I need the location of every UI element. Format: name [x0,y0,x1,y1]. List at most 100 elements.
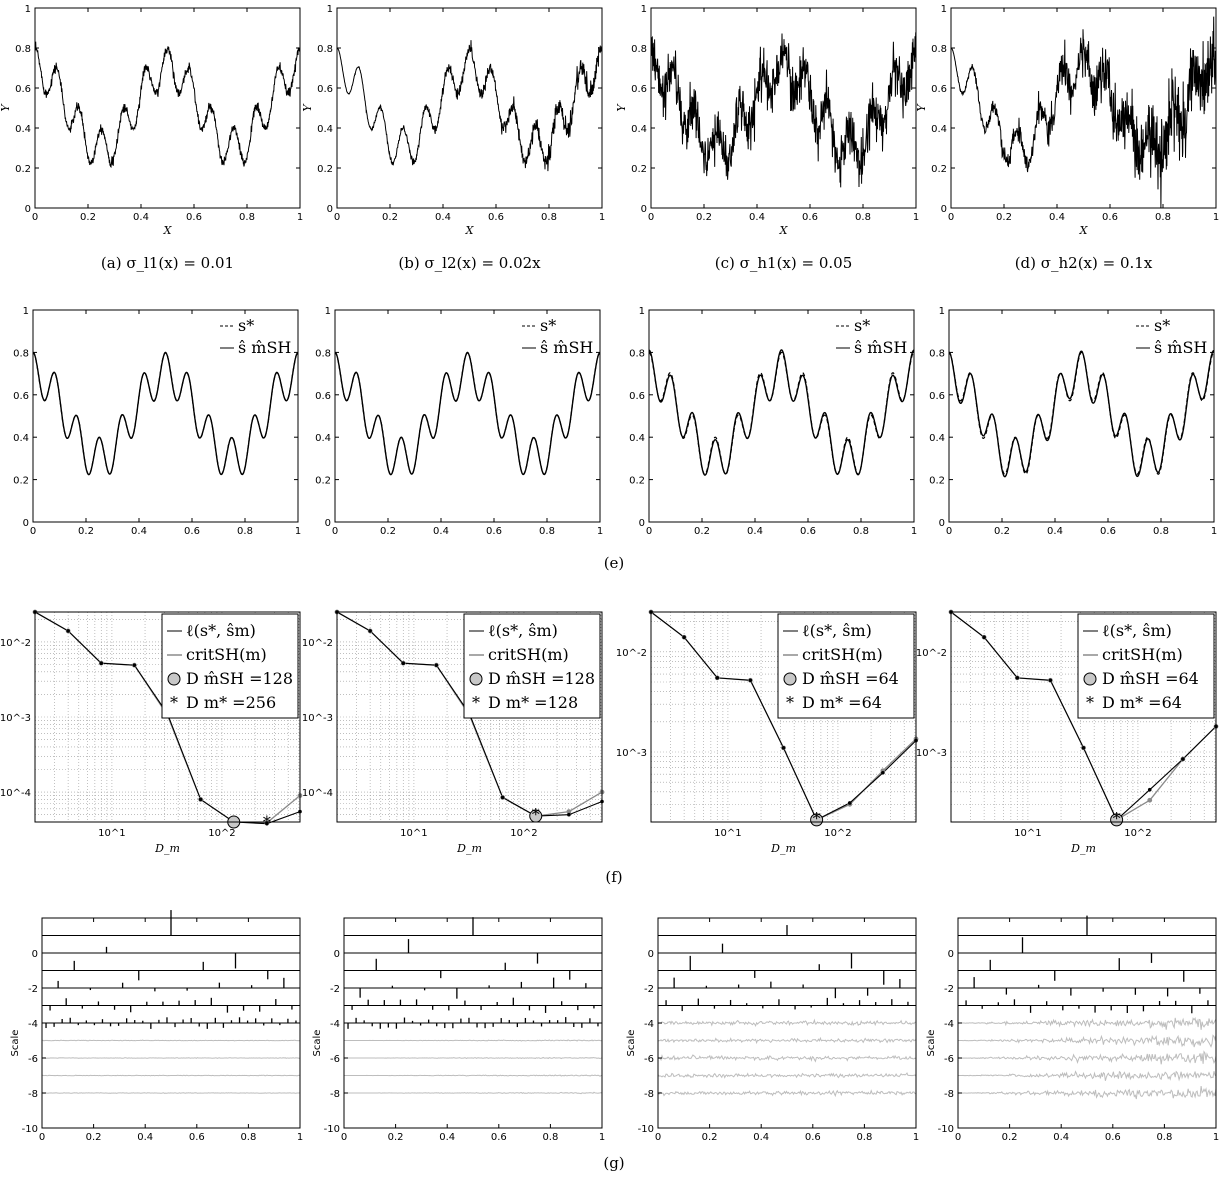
noisy-data-xtick-label: 0.8 [855,212,871,223]
y-axis-label: Y [915,103,928,112]
legend-oracle-swatch: * [472,693,480,712]
loss-point [500,795,505,800]
estimate-xtick-label: 0 [646,526,652,537]
wavelet-xtick-label: 1 [1213,1132,1219,1143]
estimate-ytick-label: 0.4 [629,433,645,444]
wavelet-xtick-label: 0.6 [1105,1132,1121,1143]
noisy-data-axes [34,7,301,209]
risk-xtick-label: 10^2 [208,828,235,839]
x-axis-label: D_m [770,842,796,855]
estimate-xtick-label: 0.8 [539,526,555,537]
wavelet-xtick-label: 0.6 [189,1132,205,1143]
wavelet-ytick-label: 0 [948,949,954,960]
loss-point [567,812,571,817]
noisy-data-ytick-label: 0.8 [931,44,947,55]
risk-axes [34,611,301,823]
estimate-line [334,351,601,476]
wavelet-ytick-label: -8 [330,1089,340,1100]
estimate-ytick-label: 1 [639,306,645,317]
legend-box [161,613,299,719]
noisy-data-ytick-label: 0.4 [931,124,947,135]
wavelet-xtick-label: 1 [599,1132,605,1143]
noisy-data-ytick-label: 1 [327,4,333,15]
wavelet-ytick-label: -2 [944,984,954,995]
risk-xtick-label: 10^2 [1124,828,1151,839]
legend-oracle-swatch: * [786,693,794,712]
loss-point [1181,757,1185,761]
risk-xtick-label: 10^1 [98,828,125,839]
wavelet-xtick-label: 0.8 [240,1132,256,1143]
wavelet-xtick-label: 0 [655,1132,661,1143]
wavelet-ytick-label: 0 [32,949,38,960]
estimate-xtick-label: 0.6 [1100,526,1116,537]
wavelet-xtick-label: 0.8 [856,1132,872,1143]
estimate-ytick-label: 1 [23,306,29,317]
estimate-xtick-label: 0.4 [747,526,763,537]
oracle-dimension-marker: * [532,805,540,824]
legend-oracle-swatch: * [1086,693,1094,712]
loss-point [847,801,852,805]
legend-true-label: s* [854,316,870,335]
estimate-ytick-label: 0.8 [629,348,645,359]
estimate-ytick-label: 0.6 [629,391,645,402]
estimate-ytick-label: 0.2 [929,476,945,487]
legend-entry-1: ℓ(s*, ŝm) [802,621,872,640]
wavelet-xtick-label: 0 [955,1132,961,1143]
y-axis-label: Y [301,103,314,112]
estimate-xtick-label: 0.8 [1153,526,1169,537]
wavelet-ytick-label: -10 [638,1124,654,1135]
noisy-data-xtick-label: 0.6 [1102,212,1118,223]
wavelet-ytick-label: -4 [330,1019,340,1030]
noisy-data-xtick-label: 0.8 [239,212,255,223]
legend-entry-2: critSH(m) [488,645,569,664]
risk-ytick-label: 10^-3 [0,713,31,724]
estimate-ytick-label: 0.8 [929,348,945,359]
wavelet-xtick-label: 0.6 [805,1132,821,1143]
noisy-data-xtick-label: 0.6 [802,212,818,223]
wavelet-xtick-label: 0.6 [491,1132,507,1143]
estimate-ytick-label: 1 [325,306,331,317]
estimate-ytick-label: 0.4 [13,433,29,444]
subfigure-caption-a: (a) σ_l1(x) = 0.01 [101,254,234,272]
wavelet-ytick-label: -8 [644,1089,654,1100]
noisy-data-ytick-label: 1 [641,4,647,15]
noisy-data-line [650,32,917,188]
noisy-data-xtick-label: 0.2 [382,212,398,223]
wavelet-ytick-label: -10 [22,1124,38,1135]
estimate-xtick-label: 0.4 [433,526,449,537]
estimate-xtick-label: 1 [911,526,917,537]
noisy-data-xtick-label: 0 [648,212,654,223]
risk-xtick-label: 10^1 [714,828,741,839]
estimate-ytick-label: 0 [639,518,645,529]
estimate-axes [334,309,601,523]
estimate-xtick-label: 0.2 [694,526,710,537]
true-signal-line [948,351,1215,475]
wavelet-xtick-label: 0.8 [1156,1132,1172,1143]
wavelet-xtick-label: 0.4 [1053,1132,1069,1143]
risk-ytick-label: 10^-2 [616,648,647,659]
loss-point [368,629,372,633]
noise-coefficients [657,1018,916,1028]
wavelet-ytick-label: -8 [944,1089,954,1100]
legend-entry-4: D m* =64 [802,693,882,712]
loss-point [781,746,786,750]
estimate-axes [648,309,915,523]
wavelet-ytick-label: -2 [28,984,38,995]
risk-xtick-label: 10^2 [510,828,537,839]
loss-point [881,770,885,775]
noisy-data-xtick-label: 1 [599,212,605,223]
x-axis-label: D_m [456,842,482,855]
legend-entry-2: critSH(m) [1102,645,1183,664]
wavelet-ytick-label: -2 [330,984,340,995]
noisy-data-xtick-label: 0.6 [186,212,202,223]
noisy-data-xtick-label: 1 [1213,212,1219,223]
wavelet-ytick-label: 0 [648,949,654,960]
risk-ytick-label: 10^-2 [0,638,31,649]
noise-coefficients [344,1074,603,1077]
noisy-data-ytick-label: 1 [25,4,31,15]
loss-point [748,678,753,683]
loss-point [265,821,269,826]
noisy-data-ytick-label: 0.2 [15,164,31,175]
wavelet-xtick-label: 0 [39,1132,45,1143]
oracle-dimension-marker: * [813,809,821,828]
